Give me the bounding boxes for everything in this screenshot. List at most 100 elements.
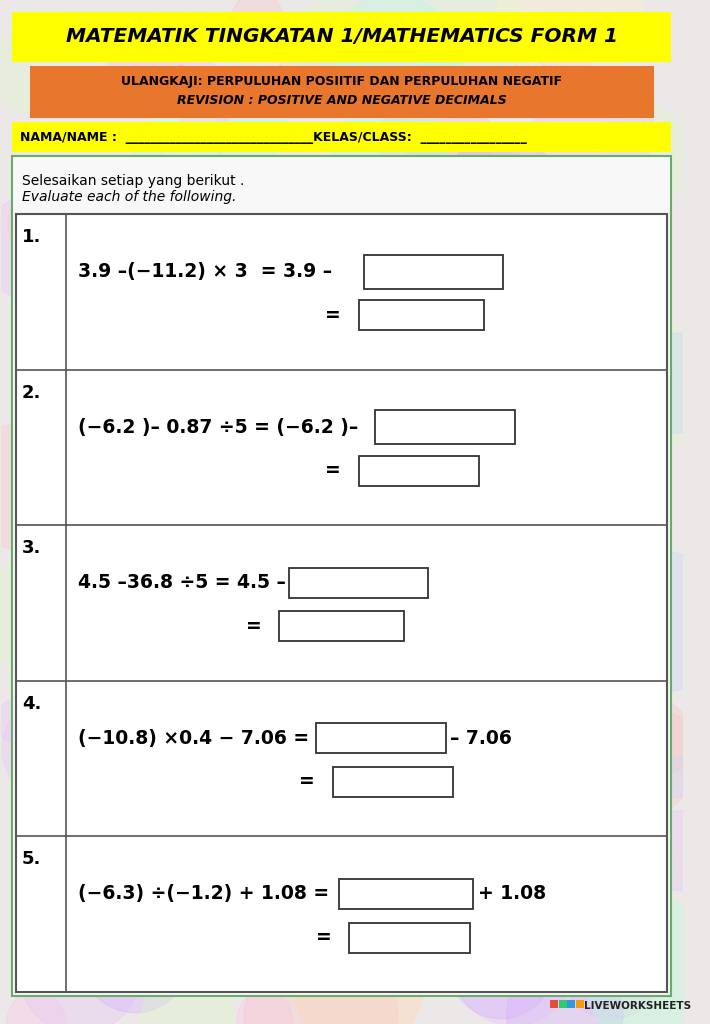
- Circle shape: [55, 501, 132, 582]
- Text: (−6.2 )– 0.87 ÷5 = (−6.2 )–: (−6.2 )– 0.87 ÷5 = (−6.2 )–: [77, 418, 358, 436]
- Text: =: =: [299, 772, 315, 792]
- Bar: [339, 879, 474, 909]
- Circle shape: [133, 112, 221, 202]
- Circle shape: [108, 28, 183, 105]
- Text: REVISION : POSITIVE AND NEGATIVE DECIMALS: REVISION : POSITIVE AND NEGATIVE DECIMAL…: [177, 94, 507, 108]
- Circle shape: [0, 699, 38, 742]
- Circle shape: [551, 692, 645, 790]
- Bar: [349, 923, 469, 952]
- Circle shape: [522, 328, 661, 472]
- Text: 1.: 1.: [22, 228, 41, 246]
- Circle shape: [417, 0, 534, 106]
- Circle shape: [556, 504, 646, 598]
- Circle shape: [220, 499, 348, 632]
- Circle shape: [324, 0, 461, 136]
- Circle shape: [584, 899, 710, 1024]
- Circle shape: [244, 938, 398, 1024]
- Circle shape: [539, 32, 592, 87]
- Circle shape: [175, 73, 233, 133]
- Circle shape: [339, 670, 410, 743]
- Circle shape: [388, 128, 535, 281]
- Circle shape: [293, 492, 386, 588]
- Text: (−10.8) ×0.4 − 7.06 =: (−10.8) ×0.4 − 7.06 =: [77, 729, 315, 748]
- Circle shape: [180, 401, 250, 474]
- Text: =: =: [246, 616, 261, 636]
- Circle shape: [284, 0, 383, 103]
- Circle shape: [248, 844, 379, 979]
- Circle shape: [146, 85, 217, 158]
- Circle shape: [373, 621, 454, 706]
- Circle shape: [142, 972, 234, 1024]
- Circle shape: [507, 954, 623, 1024]
- Circle shape: [0, 556, 97, 678]
- Text: MATEMATIK TINGKATAN 1/MATHEMATICS FORM 1: MATEMATIK TINGKATAN 1/MATHEMATICS FORM 1: [66, 28, 618, 46]
- Text: NAMA/NAME :  ______________________________KELAS/CLASS:  _________________: NAMA/NAME : ____________________________…: [20, 130, 527, 143]
- Circle shape: [329, 783, 457, 918]
- Circle shape: [267, 589, 346, 672]
- Bar: [12, 122, 671, 152]
- Circle shape: [283, 507, 422, 651]
- Text: =: =: [325, 461, 342, 480]
- Circle shape: [250, 672, 403, 831]
- Circle shape: [319, 437, 393, 515]
- Circle shape: [381, 82, 492, 199]
- Circle shape: [192, 236, 251, 297]
- Text: (−6.3) ÷(−1.2) + 1.08 =: (−6.3) ÷(−1.2) + 1.08 =: [77, 885, 335, 903]
- Bar: [559, 1000, 567, 1008]
- Circle shape: [572, 690, 697, 820]
- Circle shape: [422, 520, 506, 607]
- Circle shape: [9, 179, 97, 271]
- Circle shape: [0, 30, 70, 113]
- Circle shape: [516, 245, 567, 298]
- Circle shape: [498, 0, 643, 89]
- Circle shape: [79, 896, 191, 1013]
- Circle shape: [187, 737, 331, 888]
- Circle shape: [261, 691, 356, 792]
- Circle shape: [460, 183, 537, 263]
- Circle shape: [0, 198, 78, 299]
- Circle shape: [218, 302, 361, 451]
- Text: LIVEWORKSHEETS: LIVEWORKSHEETS: [584, 1001, 691, 1011]
- Circle shape: [7, 991, 65, 1024]
- Circle shape: [374, 381, 513, 525]
- Circle shape: [424, 239, 475, 292]
- Circle shape: [155, 80, 217, 144]
- Circle shape: [275, 511, 378, 618]
- Circle shape: [448, 908, 554, 1019]
- Text: + 1.08: + 1.08: [478, 885, 546, 903]
- Circle shape: [560, 912, 662, 1019]
- Circle shape: [203, 749, 306, 856]
- Circle shape: [572, 371, 649, 452]
- Bar: [316, 723, 445, 754]
- Text: 4.: 4.: [22, 695, 41, 713]
- Circle shape: [146, 778, 240, 877]
- Text: 4.5 –36.8 ÷5 = 4.5 –: 4.5 –36.8 ÷5 = 4.5 –: [77, 573, 285, 592]
- Circle shape: [132, 698, 241, 812]
- Circle shape: [462, 128, 520, 188]
- Bar: [279, 611, 404, 641]
- Circle shape: [594, 551, 710, 692]
- Text: =: =: [325, 305, 342, 325]
- Circle shape: [574, 812, 674, 918]
- Circle shape: [96, 674, 163, 743]
- Circle shape: [552, 642, 635, 729]
- Circle shape: [326, 730, 415, 822]
- Circle shape: [315, 125, 463, 280]
- Bar: [550, 1000, 558, 1008]
- Circle shape: [267, 577, 366, 680]
- Text: – 7.06: – 7.06: [450, 729, 512, 748]
- Bar: [30, 66, 654, 118]
- Circle shape: [490, 744, 565, 823]
- Circle shape: [166, 59, 229, 125]
- Circle shape: [108, 250, 177, 322]
- Circle shape: [253, 485, 295, 530]
- Circle shape: [511, 721, 626, 841]
- Circle shape: [283, 745, 385, 851]
- Text: 2.: 2.: [22, 384, 41, 401]
- Bar: [576, 1000, 584, 1008]
- Circle shape: [452, 896, 576, 1024]
- Circle shape: [392, 315, 460, 387]
- Circle shape: [628, 333, 710, 433]
- Bar: [359, 456, 479, 485]
- Circle shape: [250, 401, 327, 482]
